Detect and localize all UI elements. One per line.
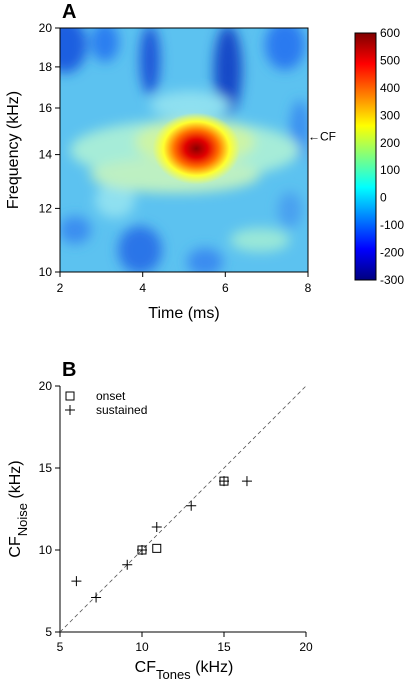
sustained-point	[91, 592, 102, 603]
legend-sustained-marker	[65, 405, 75, 415]
legend-onset-label: onset	[96, 389, 126, 403]
colorbar-tick-200: 200	[380, 136, 400, 150]
y-tick-a-14: 14	[39, 148, 53, 162]
x-axis-label-b-unit: (kHz)	[191, 659, 234, 676]
onset-point	[152, 543, 162, 553]
colorbar-gradient	[354, 32, 377, 281]
x-axis-label-a: Time (ms)	[148, 305, 219, 322]
sustained-point	[151, 522, 162, 533]
y-axis-label-b-sub: Noise	[15, 503, 30, 536]
x-axis-label-b: CFTones (kHz)	[135, 659, 234, 682]
sustained-point	[186, 500, 197, 511]
x-axis-b: 5 10 15 20	[57, 632, 313, 654]
x-tick-b-10: 10	[135, 640, 149, 654]
y-axis-label-a: Frequency (kHz)	[5, 91, 22, 209]
sustained-point	[241, 476, 252, 487]
colorbar-tick-600: 600	[380, 26, 400, 40]
legend-onset-marker	[65, 391, 75, 401]
sustained-point	[219, 476, 229, 487]
y-axis-label-b-main: CF	[7, 536, 24, 558]
x-axis-a: 2 4 6 8	[57, 272, 312, 295]
colorbar-tick-400: 400	[380, 81, 400, 95]
scatter-points	[71, 476, 252, 603]
x-tick-a-4: 4	[139, 281, 146, 295]
colorbar-tick-minus-200: -200	[380, 246, 404, 260]
x-tick-a-8: 8	[305, 281, 312, 295]
y-tick-a-20: 20	[39, 21, 53, 35]
y-tick-a-10: 10	[39, 265, 53, 279]
cf-annotation: ←CF	[308, 129, 336, 143]
x-tick-b-20: 20	[299, 640, 313, 654]
y-tick-b-5: 5	[45, 625, 52, 639]
panel-b: B 5 10 15 20 5 10 15 20 CFTones (kHz) CF…	[7, 359, 313, 682]
sustained-point	[122, 559, 133, 570]
peak-response	[152, 112, 241, 185]
identity-line	[59, 385, 307, 633]
y-tick-b-20: 20	[39, 379, 53, 393]
legend-b: onset sustained	[65, 389, 147, 417]
y-axis-label-b-unit: (kHz)	[7, 460, 24, 503]
colorbar-tick-500: 500	[380, 53, 400, 67]
sustained-point	[71, 576, 82, 587]
legend-sustained-label: sustained	[96, 403, 147, 417]
colorbar-tick-100: 100	[380, 163, 400, 177]
colorbar-tick-minus-100: -100	[380, 218, 404, 232]
panel-b-letter: B	[62, 359, 76, 381]
colorbar-tick-minus-300: -300	[380, 273, 404, 287]
y-tick-b-10: 10	[39, 543, 53, 557]
x-tick-b-5: 5	[57, 640, 64, 654]
x-tick-b-15: 15	[217, 640, 231, 654]
y-axis-a: 10 12 14 16 18 20	[39, 21, 60, 279]
x-tick-a-2: 2	[57, 281, 64, 295]
colorbar-tick-300: 300	[380, 108, 400, 122]
heatmap-field	[60, 28, 308, 272]
y-tick-a-16: 16	[39, 101, 53, 115]
y-axis-label-b: CFNoise (kHz)	[7, 460, 30, 557]
y-axis-b: 5 10 15 20	[39, 379, 60, 639]
colorbar: 600 500 400 300 200 100 0 -100 -200 -300	[354, 26, 404, 287]
x-axis-label-b-main: CF	[135, 659, 157, 676]
panel-a: A 10 12 14 16 18 20 2 4 6 8 Time	[5, 1, 404, 322]
sustained-point	[137, 545, 147, 555]
panel-a-letter: A	[62, 1, 76, 23]
x-tick-a-6: 6	[222, 281, 229, 295]
y-tick-a-18: 18	[39, 60, 53, 74]
y-tick-b-15: 15	[39, 461, 53, 475]
x-axis-label-b-sub: Tones	[156, 667, 191, 682]
y-tick-a-12: 12	[39, 201, 53, 215]
colorbar-tick-0: 0	[380, 191, 387, 205]
